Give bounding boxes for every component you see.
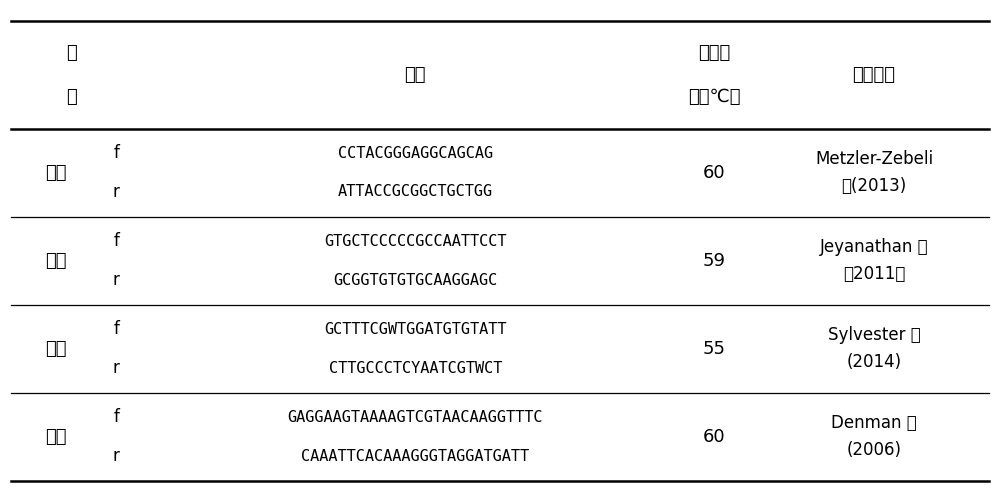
Text: Jeyanathan 等: Jeyanathan 等 <box>820 238 928 256</box>
Text: 引: 引 <box>66 44 77 62</box>
Text: CTTGCCCTCYAATCGTWCT: CTTGCCCTCYAATCGTWCT <box>329 361 502 375</box>
Text: 真菌: 真菌 <box>45 428 67 446</box>
Text: r: r <box>113 271 120 289</box>
Text: GCTTTCGWTGGATGTGTATT: GCTTTCGWTGGATGTGTATT <box>324 322 506 337</box>
Text: 序列: 序列 <box>404 66 426 84</box>
Text: GAGGAAGTAAAAGTCGTAACAAGGTTTC: GAGGAAGTAAAAGTCGTAACAAGGTTTC <box>287 410 543 425</box>
Text: f: f <box>113 408 119 427</box>
Text: f: f <box>113 144 119 162</box>
Text: ATTACCGCGGCTGCTGG: ATTACCGCGGCTGCTGG <box>338 184 493 199</box>
Text: r: r <box>113 183 120 201</box>
Text: f: f <box>113 232 119 250</box>
Text: 度（℃）: 度（℃） <box>688 88 741 106</box>
Text: r: r <box>113 359 120 377</box>
Text: 60: 60 <box>703 428 726 446</box>
Text: (2006): (2006) <box>846 441 901 460</box>
Text: 60: 60 <box>703 164 726 182</box>
Text: 古菌: 古菌 <box>45 252 67 270</box>
Text: GCGGTGTGTGCAAGGAGC: GCGGTGTGTGCAAGGAGC <box>333 273 497 287</box>
Text: r: r <box>113 447 120 465</box>
Text: 59: 59 <box>703 252 726 270</box>
Text: CCTACGGGAGGCAGCAG: CCTACGGGAGGCAGCAG <box>338 146 493 161</box>
Text: Metzler-Zebeli: Metzler-Zebeli <box>815 150 933 168</box>
Text: (2014): (2014) <box>846 353 902 371</box>
Text: 55: 55 <box>703 340 726 358</box>
Text: 等(2013): 等(2013) <box>841 177 907 195</box>
Text: CAAATTCACAAAGGGTAGGATGATT: CAAATTCACAAAGGGTAGGATGATT <box>301 449 529 463</box>
Text: 原虫: 原虫 <box>45 340 67 358</box>
Text: f: f <box>113 320 119 338</box>
Text: （2011）: （2011） <box>843 265 905 283</box>
Text: 参考文献: 参考文献 <box>852 66 895 84</box>
Text: Denman 等: Denman 等 <box>831 414 917 432</box>
Text: GTGCTCCCCCGCCAATTCCT: GTGCTCCCCCGCCAATTCCT <box>324 234 506 249</box>
Text: 细菌: 细菌 <box>45 164 67 182</box>
Text: 退火温: 退火温 <box>698 44 731 62</box>
Text: Sylvester 等: Sylvester 等 <box>828 326 920 344</box>
Text: 物: 物 <box>66 88 77 106</box>
